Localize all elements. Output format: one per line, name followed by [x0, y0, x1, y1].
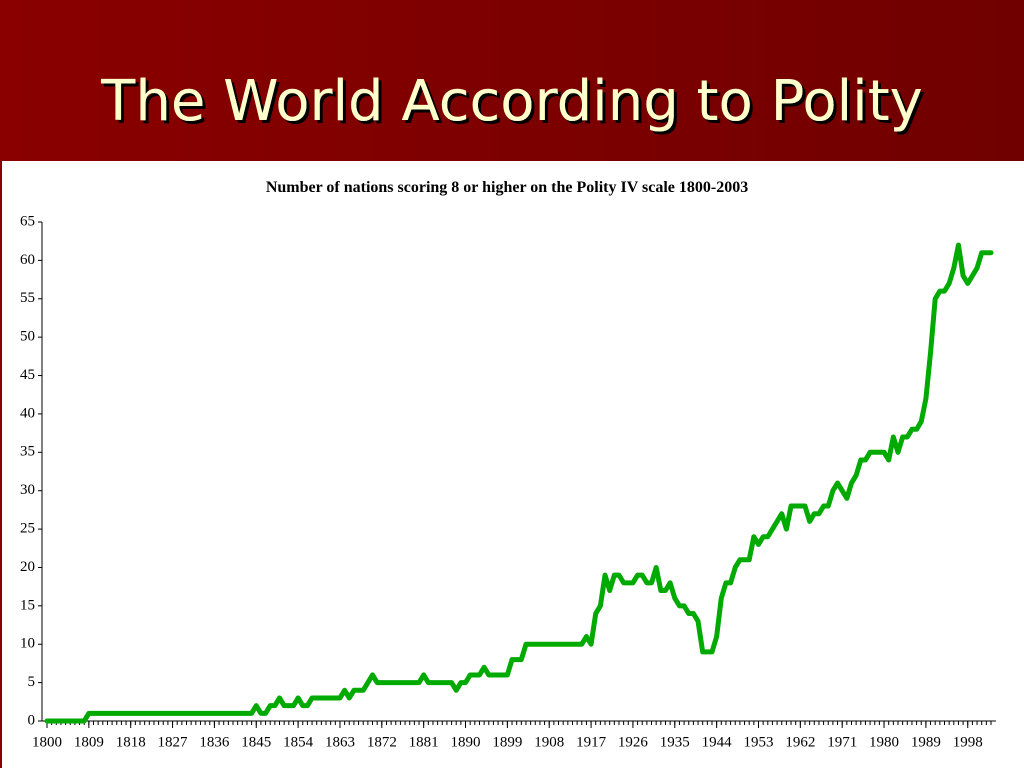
x-tick-label: 1908 — [534, 734, 564, 750]
x-tick-label: 1989 — [911, 734, 941, 750]
x-tick-label: 1818 — [116, 734, 146, 750]
y-tick-label: 50 — [20, 329, 35, 345]
x-tick-label: 1800 — [32, 734, 62, 750]
y-tick-label: 55 — [20, 290, 35, 306]
y-tick-label: 25 — [20, 521, 35, 537]
x-tick-label: 1863 — [325, 734, 355, 750]
y-tick-label: 10 — [20, 636, 35, 652]
y-tick-label: 45 — [20, 367, 35, 383]
x-tick-label: 1935 — [660, 734, 690, 750]
y-tick-label: 20 — [20, 559, 35, 575]
left-edge — [0, 161, 2, 768]
x-tick-label: 1890 — [451, 734, 481, 750]
chart-title: Number of nations scoring 8 or higher on… — [266, 179, 748, 196]
x-tick-label: 1962 — [785, 734, 815, 750]
y-tick-label: 15 — [20, 597, 35, 613]
x-tick-label: 1872 — [367, 734, 397, 750]
x-tick-label: 1953 — [743, 734, 773, 750]
x-tick-label: 1881 — [409, 734, 439, 750]
x-tick-label: 1971 — [827, 734, 857, 750]
x-tick-label: 1980 — [869, 734, 899, 750]
x-tick-label: 1944 — [702, 734, 733, 750]
y-tick-label: 5 — [28, 674, 36, 690]
y-tick-label: 0 — [28, 712, 36, 728]
x-tick-label: 1836 — [199, 734, 230, 750]
x-tick-label: 1809 — [74, 734, 104, 750]
x-tick-label: 1845 — [241, 734, 271, 750]
x-tick-label: 1854 — [283, 734, 314, 750]
x-tick-label: 1998 — [953, 734, 983, 750]
slide-title: The World According to Polity — [100, 69, 923, 134]
y-tick-label: 40 — [20, 405, 35, 421]
header-band — [0, 0, 1024, 161]
y-tick-label: 65 — [20, 213, 35, 229]
x-tick-label: 1926 — [618, 734, 649, 750]
x-tick-label: 1899 — [492, 734, 522, 750]
y-tick-label: 30 — [20, 482, 35, 498]
y-tick-label: 60 — [20, 252, 35, 268]
data-line — [44, 242, 994, 724]
x-tick-label: 1827 — [158, 734, 189, 750]
x-tick-label: 1917 — [576, 734, 607, 750]
y-tick-label: 35 — [20, 444, 35, 460]
